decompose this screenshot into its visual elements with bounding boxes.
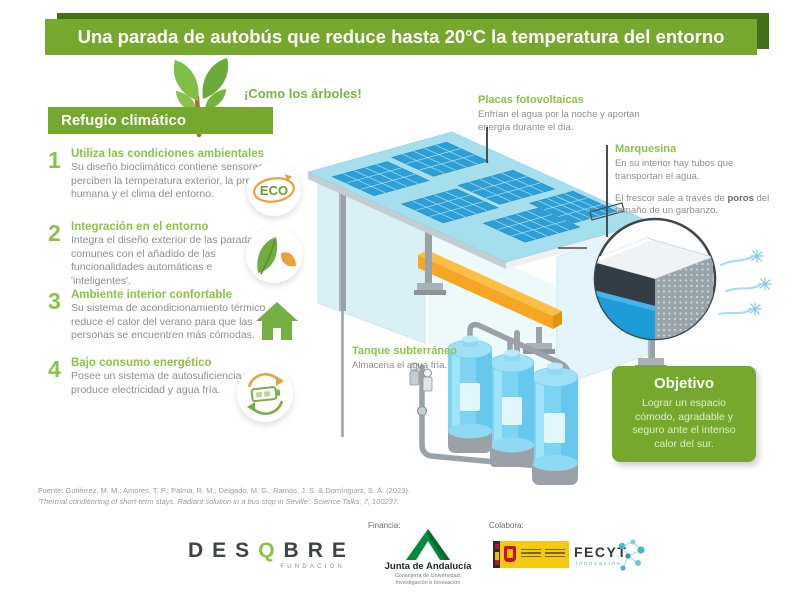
annotation-solar-panels: Placas fotovoltaicas Enfrían el agua por… [478, 94, 643, 135]
desqbre-q: Q [258, 539, 284, 562]
item-body: Posee un sistema de autosuficiencia que … [71, 370, 262, 396]
water-tank [531, 362, 579, 485]
desqbre-part1: DES [188, 539, 259, 562]
shelter-left-post [339, 175, 346, 437]
detail-prefix: El frescor sale a través de [615, 192, 728, 204]
tagline: ¡Como los árboles! [244, 86, 362, 101]
water-tank [489, 349, 535, 467]
item-body: Su sistema de acondicionamiento térmico … [71, 302, 266, 342]
shelter-roof [307, 131, 651, 269]
source-line-1: Fuente: Gutiérrez, M. M.; Amores, T. P.;… [38, 486, 410, 495]
annotation-title: Placas fotovoltaicas [478, 94, 584, 106]
leaf-icon [246, 227, 302, 283]
annotation-tank: Tanque subterráneo Almacena el agua fría… [352, 345, 482, 373]
detail-bold: poros [727, 192, 754, 204]
bus-shelter-illustration [307, 131, 667, 485]
objective-box: Objetivo Lograr un espacio cómodo, agrad… [612, 366, 756, 462]
annotation-body: Enfrían el agua por la noche y aportan e… [478, 109, 640, 133]
gov-text-block [521, 549, 541, 559]
water-tank [447, 335, 493, 453]
section-heading: Refugio climático [48, 107, 273, 134]
annotation-marquee: Marquesina En su interior hay tubos que … [615, 143, 793, 218]
detail-suffix: del tamaño de un garbanzo. [615, 192, 770, 217]
water-tanks [447, 335, 579, 485]
spain-flag-strip [493, 541, 500, 568]
item-body: Su diseño bioclimático contiene sensores… [71, 161, 285, 201]
item-body: Integra el diseño exterior de las parada… [71, 234, 259, 287]
page-title: Una parada de autobús que reduce hasta 2… [45, 19, 757, 55]
junta-dept-line2: Investigación e Innovación [395, 580, 461, 587]
pump-manifold [409, 362, 433, 392]
item-number: 3 [48, 288, 61, 314]
eco-badge-icon: ECO [247, 162, 301, 216]
desqbre-part2: BRE [283, 539, 355, 562]
objective-body: Lograr un espacio cómodo, agradable y se… [632, 397, 736, 450]
solar-panels [331, 141, 618, 243]
cool-air-wisps [718, 256, 761, 315]
list-item-3: 3 Ambiente interior confortable Su siste… [48, 289, 289, 343]
snowflake-icons [748, 249, 772, 316]
list-item-1: 1 Utiliza las condiciones ambientales Su… [48, 148, 289, 202]
annotation-detail: El frescor sale a través de poros del ta… [615, 193, 791, 219]
leader-line-solar [486, 127, 488, 163]
junta-dept-line1: Consejería de Universidad, [394, 573, 462, 579]
junta-andalucia-name: Junta de Andalucía [384, 561, 472, 572]
desqbre-logo: DESQBRE FUNDACIÓN [188, 539, 355, 570]
coat-of-arms-icon [504, 546, 516, 562]
item-number: 2 [48, 220, 61, 246]
eco-badge-label: ECO [260, 183, 288, 198]
desqbre-subtitle: FUNDACIÓN [280, 564, 345, 570]
list-item-4: 4 Bajo consumo energético Posee un siste… [48, 357, 276, 397]
leader-line-marquee [606, 145, 608, 237]
gobierno-espana-logo [493, 541, 569, 568]
fecyt-subtitle: innovación [576, 561, 622, 567]
house-icon [252, 297, 302, 345]
item-number: 4 [48, 356, 61, 382]
item-title: Utiliza las condiciones ambientales [71, 148, 265, 160]
marquee-tube-detail [593, 217, 772, 341]
detail-callout-bracket [558, 202, 625, 249]
annotation-title: Tanque subterráneo [352, 345, 457, 357]
tube-cross-section [595, 237, 715, 339]
battery-recycle-icon [237, 366, 293, 422]
financia-label: Financia: [368, 521, 401, 530]
colabora-label: Colabora: [489, 521, 524, 530]
list-item-2: 2 Integración en el entorno Integra el d… [48, 221, 259, 289]
source-line-2: 'Thermal conditioning of short-term stay… [38, 496, 400, 506]
source-citation: Fuente: Gutiérrez, M. M.; Amores, T. P.;… [38, 486, 410, 508]
objective-title: Objetivo [653, 375, 714, 392]
junta-andalucia-icon [406, 529, 450, 560]
item-title: Bajo consumo energético [71, 357, 212, 369]
annotation-title: Marquesina [615, 143, 677, 155]
annotation-body: Almacena el agua fría. [352, 360, 448, 371]
fecyt-molecule-icon [618, 539, 645, 571]
item-title: Ambiente interior confortable [71, 289, 233, 301]
fecyt-logo: FECYT innovación [574, 544, 627, 567]
annotation-body: En su interior hay tubos que transportan… [615, 158, 734, 182]
fecyt-name: FECYT [574, 544, 628, 560]
item-number: 1 [48, 147, 61, 173]
junta-andalucia-dept: Consejería de Universidad, Investigación… [378, 573, 478, 587]
item-title: Integración en el entorno [71, 221, 209, 233]
ministry-text-block [545, 549, 565, 559]
